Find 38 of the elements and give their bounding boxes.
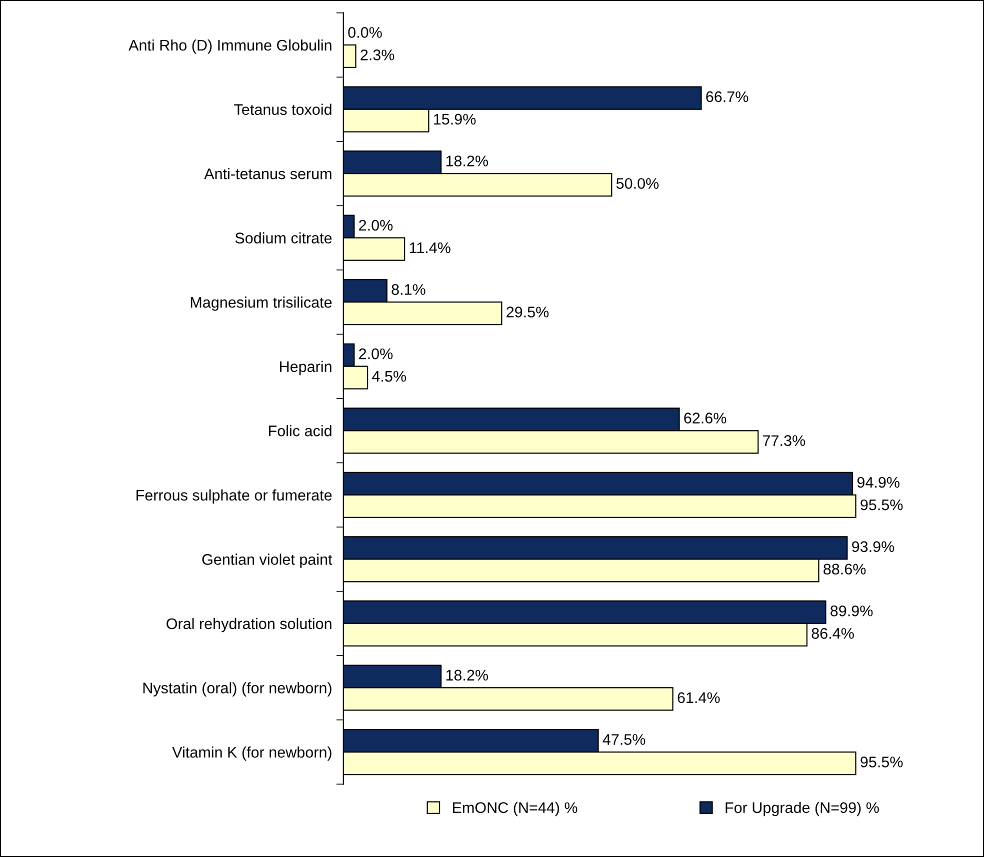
data-label: 50.0%	[616, 178, 659, 189]
data-label: 11.4%	[410, 242, 450, 254]
y-tick-label: Magnesium trisilicate	[190, 296, 332, 311]
data-label: 8.1%	[392, 284, 426, 295]
y-tick-label: Vitamin K (for newborn)	[172, 746, 332, 761]
data-label: 18.2%	[446, 670, 488, 681]
data-label: 2.0%	[359, 348, 393, 360]
data-label: 95.5%	[860, 499, 903, 510]
data-label: 0.0%	[348, 27, 382, 38]
data-label: 89.9%	[830, 606, 873, 616]
data-label: 95.5%	[860, 756, 903, 768]
y-tick-label: Anti Rho (D) Immune Globulin	[128, 39, 332, 54]
data-label: 29.5%	[506, 306, 549, 318]
legend-label: For Upgrade (N=99) %	[726, 802, 879, 816]
data-label: 93.9%	[852, 541, 894, 552]
legend-label: EmONC (N=44) %	[453, 802, 578, 816]
data-label: 62.6%	[684, 412, 726, 424]
y-tick-label: Folic acid	[269, 425, 332, 436]
y-tick-label: Ferrous sulphate or fumerate	[136, 489, 332, 504]
data-label: 94.9%	[857, 476, 900, 488]
y-tick-label: Nystatin (oral) (for newborn)	[143, 682, 332, 696]
data-label: 77.3%	[763, 435, 806, 446]
data-label: 86.4%	[812, 628, 854, 639]
data-label: 88.6%	[824, 564, 866, 575]
data-label: 2.3%	[360, 50, 394, 60]
data-label: 18.2%	[446, 156, 488, 166]
data-label: 15.9%	[434, 114, 476, 125]
y-tick-label: Tetanus toxoid	[234, 104, 332, 115]
data-label: 2.0%	[359, 220, 393, 231]
y-tick-label: Heparin	[280, 360, 332, 376]
y-tick-label: Gentian violet paint	[202, 554, 332, 568]
y-tick-label: Anti-tetanus serum	[204, 168, 332, 180]
y-tick-label: Oral rehydration solution	[166, 618, 332, 632]
y-tick-label: Sodium citrate	[235, 232, 332, 244]
data-label: 61.4%	[678, 692, 720, 704]
data-label: 4.5%	[372, 370, 406, 382]
data-label: 47.5%	[602, 734, 646, 745]
data-label: 66.7%	[706, 91, 748, 102]
